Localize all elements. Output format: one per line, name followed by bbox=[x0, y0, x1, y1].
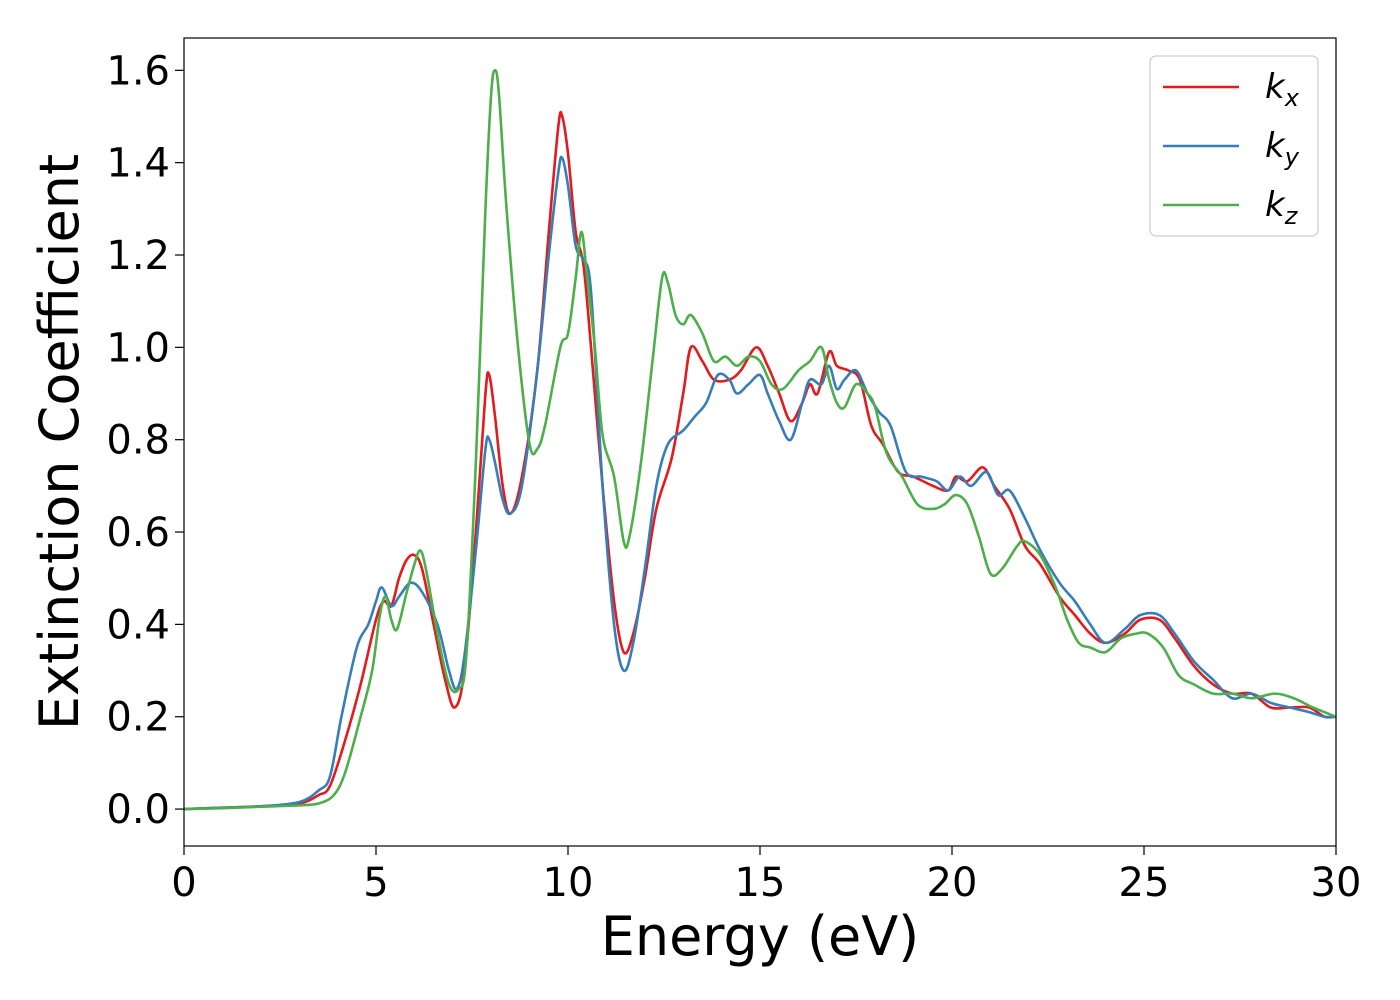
y-tick-label: 1.4 bbox=[106, 141, 170, 187]
series-layer bbox=[184, 69, 1336, 811]
series-line-k-y bbox=[184, 155, 1336, 811]
y-tick-label: 1.2 bbox=[106, 233, 170, 279]
x-tick-label: 0 bbox=[171, 860, 196, 906]
series-line-k-x bbox=[184, 110, 1336, 811]
legend-label-k-y: ky bbox=[1265, 126, 1300, 171]
y-tick-label: 0.2 bbox=[106, 695, 170, 741]
y-tick-label: 1.6 bbox=[106, 48, 170, 94]
legend-label-k-z: kz bbox=[1265, 185, 1299, 230]
y-tick-label: 0.0 bbox=[106, 787, 170, 833]
x-axis-title: Energy (eV) bbox=[601, 905, 920, 968]
y-tick-label: 1.0 bbox=[106, 325, 170, 371]
x-tick-label: 5 bbox=[363, 860, 388, 906]
x-tick-label: 30 bbox=[1311, 860, 1362, 906]
y-tick-label: 0.6 bbox=[106, 510, 170, 556]
x-axis: 0 5 10 15 20 25 30 bbox=[171, 846, 1361, 906]
x-tick-label: 20 bbox=[927, 860, 978, 906]
series-line-k-z bbox=[184, 69, 1336, 811]
y-tick-label: 0.8 bbox=[106, 418, 170, 464]
x-tick-label: 25 bbox=[1119, 860, 1170, 906]
legend: kx ky kz bbox=[1149, 55, 1319, 237]
legend-label-k-x: kx bbox=[1265, 67, 1300, 112]
y-axis-title: Extinction Coefficient bbox=[28, 154, 91, 730]
x-tick-label: 15 bbox=[735, 860, 786, 906]
y-tick-label: 0.4 bbox=[106, 602, 170, 648]
x-tick-label: 10 bbox=[543, 860, 594, 906]
y-axis: 0.0 0.2 0.4 0.6 0.8 1.0 1.2 1.4 1.6 bbox=[106, 48, 184, 833]
